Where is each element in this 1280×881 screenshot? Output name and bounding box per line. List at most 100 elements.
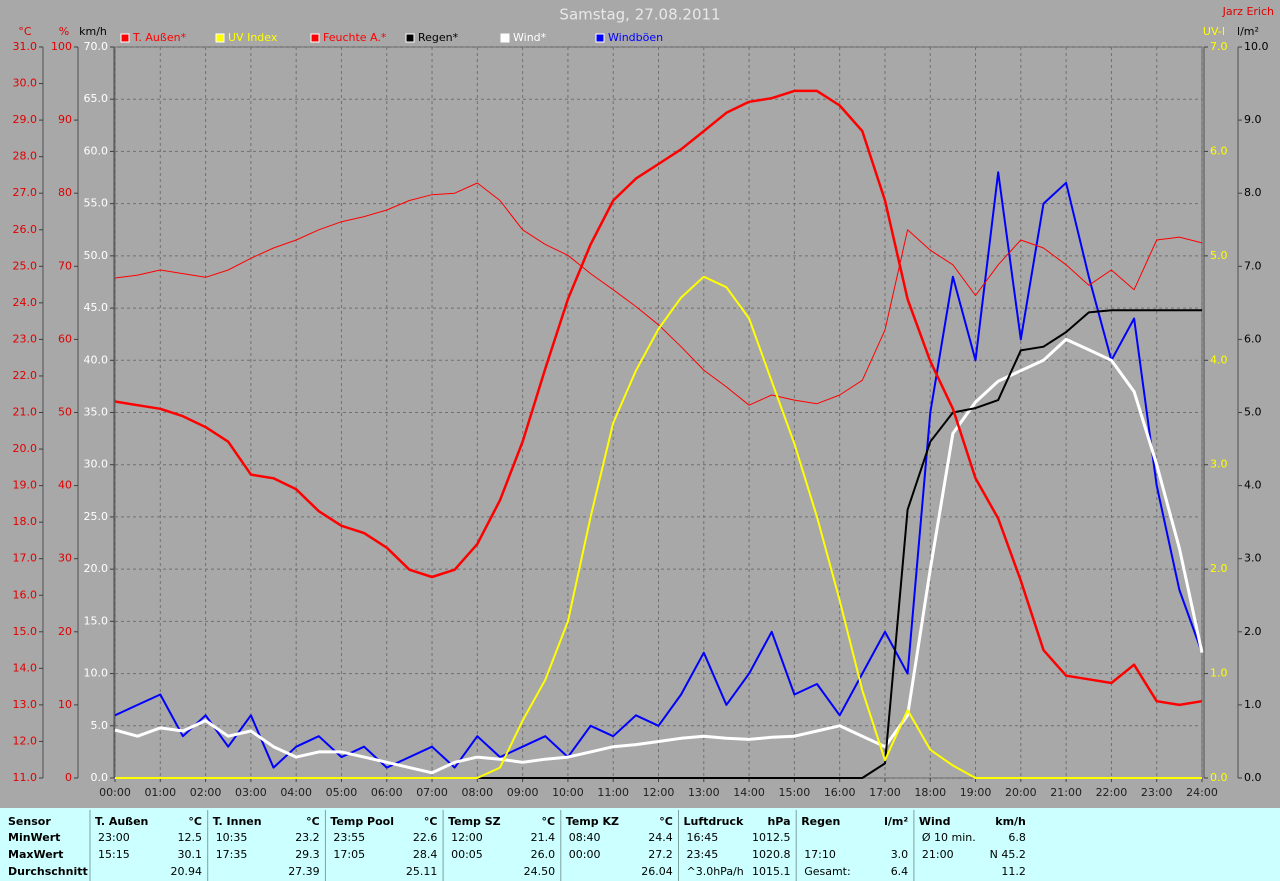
legend-label: T. Außen* <box>132 31 187 44</box>
x-tick-label: 21:00 <box>1050 786 1082 799</box>
x-tick-label: 12:00 <box>643 786 675 799</box>
column-unit: km/h <box>995 815 1026 828</box>
table-background <box>0 808 1280 881</box>
y-tick-label: 2.0 <box>1210 562 1228 575</box>
legend-label: Wind* <box>513 31 547 44</box>
cell-value: 1015.1 <box>752 865 791 878</box>
y-tick-label: 15.0 <box>84 614 109 627</box>
y-tick-label: 21.0 <box>13 406 38 419</box>
cell-time: ^3.0hPa/h <box>687 865 744 878</box>
cell-value: 29.3 <box>295 848 320 861</box>
y-tick-label: 35.0 <box>84 406 109 419</box>
y-tick-label: 11.0 <box>13 771 38 784</box>
cell-value: 20.94 <box>171 865 203 878</box>
cell-value: 1012.5 <box>752 831 791 844</box>
cell-time: 00:00 <box>569 848 601 861</box>
x-tick-label: 01:00 <box>144 786 176 799</box>
cell-time: 15:15 <box>98 848 130 861</box>
cell-time: 17:10 <box>804 848 836 861</box>
y-tick-label: 5.0 <box>1210 249 1228 262</box>
column-unit: °C <box>659 815 673 828</box>
y-tick-label: 7.0 <box>1210 40 1228 53</box>
legend-swatch <box>500 33 510 43</box>
column-unit: °C <box>542 815 556 828</box>
cell-value: 26.0 <box>531 848 556 861</box>
y-tick-label: 10 <box>58 698 72 711</box>
legend-swatch <box>595 33 605 43</box>
y-tick-label: 6.0 <box>1244 332 1262 345</box>
x-tick-label: 07:00 <box>416 786 448 799</box>
cell-time: 08:40 <box>569 831 601 844</box>
cell-time: 23:55 <box>333 831 365 844</box>
y-tick-label: 1.0 <box>1210 667 1228 680</box>
x-tick-label: 11:00 <box>597 786 629 799</box>
cell-time: 21:00 <box>922 848 954 861</box>
y-tick-label: 22.0 <box>13 369 38 382</box>
x-tick-label: 10:00 <box>552 786 584 799</box>
cell-value: 30.1 <box>178 848 203 861</box>
column-header: Wind <box>919 815 951 828</box>
y-tick-label: 29.0 <box>13 113 38 126</box>
cell-time: 12:00 <box>451 831 483 844</box>
cell-time: 17:05 <box>333 848 365 861</box>
x-tick-label: 23:00 <box>1141 786 1173 799</box>
y-tick-label: 55.0 <box>84 197 109 210</box>
x-tick-label: 24:00 <box>1186 786 1218 799</box>
y-tick-label: 17.0 <box>13 552 38 565</box>
legend-label: UV Index <box>228 31 278 44</box>
y-tick-label: 7.0 <box>1244 259 1262 272</box>
column-unit: °C <box>306 815 320 828</box>
cell-value: 25.11 <box>406 865 438 878</box>
column-header: Luftdruck <box>684 815 745 828</box>
y-tick-label: 70.0 <box>84 40 109 53</box>
cell-time: 10:35 <box>216 831 248 844</box>
x-tick-label: 03:00 <box>235 786 267 799</box>
y-tick-label: 10.0 <box>84 667 109 680</box>
y-tick-label: 25.0 <box>13 259 38 272</box>
y-tick-label: 30.0 <box>13 77 38 90</box>
y-tick-label: 27.0 <box>13 186 38 199</box>
cell-value: 3.0 <box>891 848 909 861</box>
y-tick-label: 12.0 <box>13 734 38 747</box>
y-tick-label: 30.0 <box>84 458 109 471</box>
y-tick-label: 10.0 <box>1244 40 1269 53</box>
y-tick-label: 14.0 <box>13 661 38 674</box>
y-tick-label: 24.0 <box>13 296 38 309</box>
y-tick-label: 8.0 <box>1244 186 1262 199</box>
y-tick-label: 90 <box>58 113 72 126</box>
cell-time: 23:00 <box>98 831 130 844</box>
y-axis-label: °C <box>18 25 32 38</box>
column-header: Temp Pool <box>330 815 394 828</box>
y-tick-label: 60 <box>58 332 72 345</box>
cell-value: 23.2 <box>295 831 320 844</box>
legend-label: Windböen <box>608 31 663 44</box>
row-label: Sensor <box>8 815 51 828</box>
y-tick-label: 60.0 <box>84 144 109 157</box>
x-tick-label: 15:00 <box>779 786 811 799</box>
column-header: Temp SZ <box>448 815 501 828</box>
y-tick-label: 100 <box>51 40 72 53</box>
x-tick-label: 17:00 <box>869 786 901 799</box>
y-tick-label: 70 <box>58 259 72 272</box>
y-axis-label: l/m² <box>1237 25 1259 38</box>
legend-label: Regen* <box>418 31 459 44</box>
cell-time: 00:05 <box>451 848 483 861</box>
cell-time: 16:45 <box>687 831 719 844</box>
series-line <box>114 337 1204 775</box>
row-label: MaxWert <box>8 848 63 861</box>
x-tick-label: 20:00 <box>1005 786 1037 799</box>
cell-time: Ø 10 min. <box>922 831 976 844</box>
y-tick-label: 19.0 <box>13 479 38 492</box>
y-tick-label: 5.0 <box>91 719 109 732</box>
cell-value: N 45.2 <box>990 848 1026 861</box>
y-tick-label: 3.0 <box>1244 552 1262 565</box>
x-tick-label: 09:00 <box>507 786 539 799</box>
x-tick-label: 02:00 <box>190 786 222 799</box>
y-tick-label: 0.0 <box>91 771 109 784</box>
cell-value: 21.4 <box>531 831 556 844</box>
legend-swatch <box>120 33 130 43</box>
cell-value: 1020.8 <box>752 848 791 861</box>
legend-label: Feuchte A.* <box>323 31 387 44</box>
cell-value: 6.4 <box>891 865 909 878</box>
y-tick-label: 5.0 <box>1244 406 1262 419</box>
